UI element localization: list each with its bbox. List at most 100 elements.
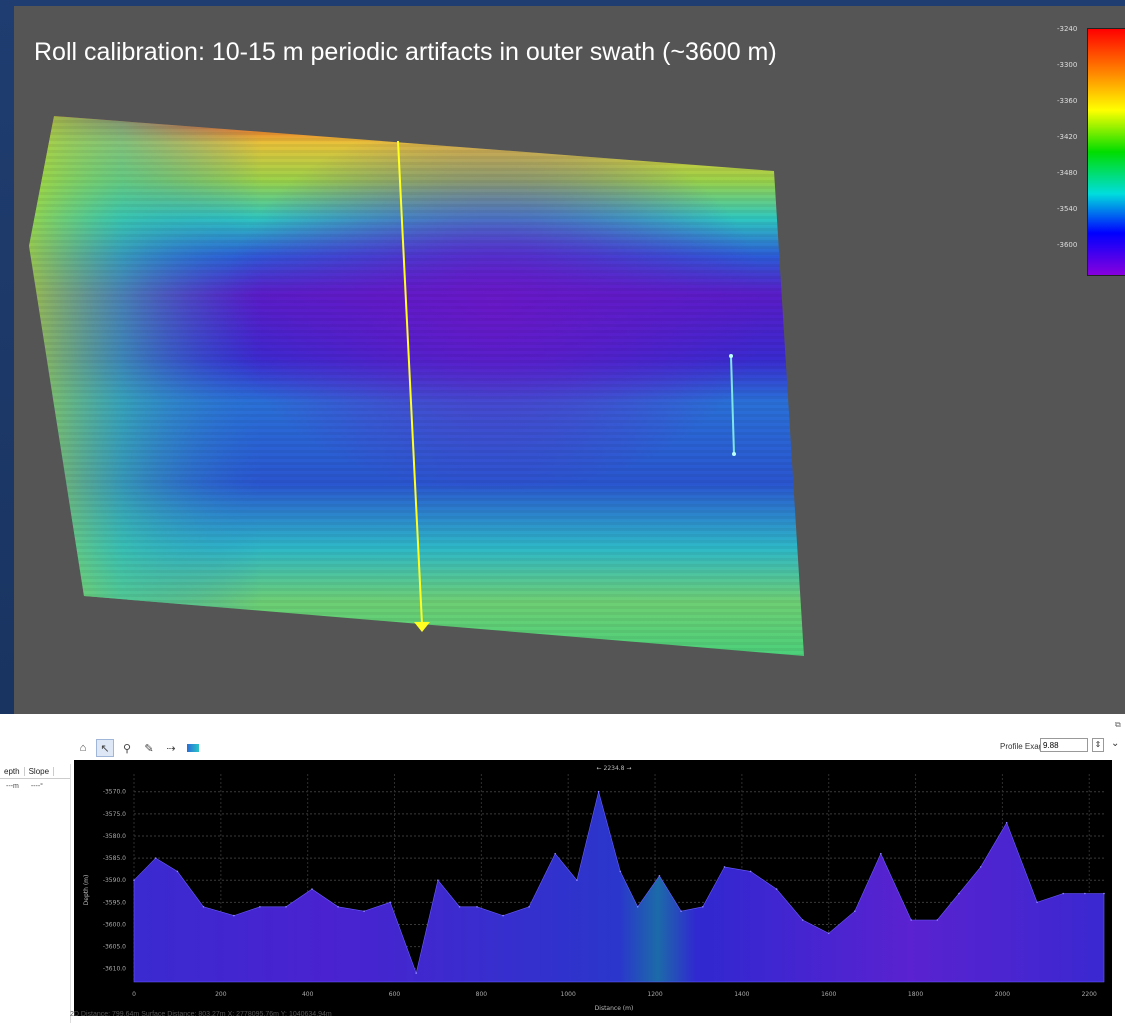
profile-toolbar: ⌂ ↖ ⚲ ✎ ⇢	[74, 738, 202, 758]
x-tick-label: 800	[476, 991, 488, 998]
profile-tool-icon[interactable]: ⇢	[166, 742, 176, 755]
measure-segment[interactable]	[730, 355, 735, 455]
profile-point	[1084, 892, 1086, 895]
profile-point	[233, 914, 235, 917]
profile-point	[619, 870, 622, 873]
y-tick-label: -3580.0	[103, 833, 126, 840]
y-tick-label: -3595.0	[103, 899, 126, 906]
slide-title: Roll calibration: 10-15 m periodic artif…	[34, 38, 777, 66]
x-tick-label: 2000	[995, 991, 1010, 998]
profile-plot: -3570.0 -3575.0 -3580.0 -3585.0 -3590.0 -3595…	[83, 765, 1105, 1012]
profile-point	[311, 888, 313, 890]
profile-point	[936, 919, 939, 921]
profile-point	[658, 875, 661, 877]
x-tick-label: 1800	[908, 991, 923, 998]
profile-point	[285, 906, 287, 908]
pointer-icon[interactable]: ↖	[96, 739, 114, 757]
y-tick-label: -3570.0	[103, 789, 126, 796]
profile-point	[176, 870, 179, 873]
x-tick-label: 1200	[647, 991, 662, 998]
profile-point	[827, 932, 830, 935]
profile-point	[702, 906, 704, 908]
profile-line[interactable]	[397, 140, 423, 625]
profile-point	[1062, 892, 1064, 895]
x-tick-label: 0	[132, 991, 136, 998]
x-tick-label: 2200	[1082, 991, 1097, 998]
x-tick-label: 1600	[821, 991, 836, 998]
y-tick-label: -3585.0	[103, 855, 126, 862]
colorbar-tick: -3360	[1057, 97, 1078, 105]
profile-point	[502, 914, 504, 917]
column-header: epth	[0, 766, 25, 776]
x-tick-label: 1000	[561, 991, 576, 998]
profile-point	[958, 892, 960, 895]
profile-exag-input[interactable]	[1040, 738, 1088, 752]
colorbar-tick: -3480	[1057, 169, 1078, 177]
profile-point	[528, 906, 530, 908]
profile-point	[259, 906, 261, 908]
exag-spinner-icon[interactable]: ⇕	[1092, 738, 1104, 752]
y-tick-label: -3605.0	[103, 944, 126, 951]
profile-ylabel: Depth (m)	[83, 875, 90, 906]
profile-point	[723, 866, 726, 868]
table-cell: ---m	[6, 782, 19, 790]
bathymetry-surface[interactable]	[14, 6, 1125, 714]
home-icon[interactable]: ⌂	[79, 742, 87, 754]
profile-point	[458, 906, 461, 908]
depth-profile-area	[133, 790, 1105, 983]
profile-point	[437, 879, 439, 881]
x-tick-label: 600	[389, 991, 401, 998]
point-info-table: epth Slope ---m ----°	[0, 764, 71, 1023]
profile-length-label: ← 2234.8 →	[597, 765, 632, 772]
colorbar-tick: -3240	[1057, 25, 1078, 33]
y-tick-label: -3600.0	[103, 921, 126, 928]
restore-window-icon[interactable]: ⧉	[1115, 720, 1121, 729]
y-tick-label: -3610.0	[103, 966, 126, 973]
y-tick-label: -3575.0	[103, 811, 126, 818]
profile-point	[854, 910, 856, 912]
profile-point	[415, 972, 418, 974]
colormap-icon[interactable]	[184, 739, 202, 757]
x-tick-label: 400	[302, 991, 314, 998]
profile-point	[680, 910, 682, 912]
profile-point	[979, 866, 982, 868]
depth-profile-chart[interactable]: -3570.0 -3575.0 -3580.0 -3585.0 -3590.0 -3595…	[74, 760, 1112, 1016]
x-tick-label: 1400	[734, 991, 749, 998]
profile-xlabel: Distance (m)	[595, 1005, 634, 1012]
profile-point	[389, 901, 392, 904]
colorbar-tick: -3600	[1057, 241, 1078, 249]
profile-point	[476, 906, 478, 908]
x-tick-label: 200	[215, 991, 227, 998]
profile-point	[133, 879, 135, 881]
profile-point	[202, 906, 205, 908]
bathymetry-3d-viewport[interactable]: Roll calibration: 10-15 m periodic artif…	[14, 6, 1125, 714]
ruler-icon[interactable]: ✎	[144, 742, 154, 755]
profile-point	[363, 910, 365, 912]
status-bar: 2D Distance: 799.64m Surface Distance: 8…	[70, 1011, 332, 1018]
profile-arrow-icon	[414, 622, 430, 632]
depth-colorbar: -3240 -3300 -3360 -3420 -3480 -3540 -360…	[1057, 25, 1125, 276]
colorbar-tick: -3420	[1057, 133, 1078, 141]
zoom-icon[interactable]: ⚲	[122, 742, 132, 755]
profile-point	[576, 879, 578, 881]
colorbar-tick: -3300	[1057, 61, 1078, 69]
colorbar-tick: -3540	[1057, 205, 1078, 213]
profile-point	[1005, 821, 1008, 824]
profile-point	[775, 888, 778, 890]
profile-exag-label: Profile Exag:	[1000, 742, 1046, 751]
profile-point	[910, 919, 912, 921]
chevron-down-icon[interactable]: ⌄	[1111, 738, 1120, 749]
profile-point	[636, 906, 639, 908]
profile-point	[597, 790, 600, 793]
y-tick-label: -3590.0	[103, 877, 126, 884]
profile-point	[880, 852, 882, 855]
table-cell: ----°	[30, 782, 43, 790]
profile-point	[749, 870, 752, 873]
profile-point	[1036, 901, 1038, 904]
profile-panel: ⧉ ⌂ ↖ ⚲ ✎ ⇢ Profile Exag: ⇕ ⌄ epth Slope…	[0, 714, 1125, 1023]
profile-point	[554, 852, 556, 855]
profile-point	[801, 919, 804, 921]
profile-point	[154, 857, 157, 859]
profile-point	[1103, 892, 1105, 895]
